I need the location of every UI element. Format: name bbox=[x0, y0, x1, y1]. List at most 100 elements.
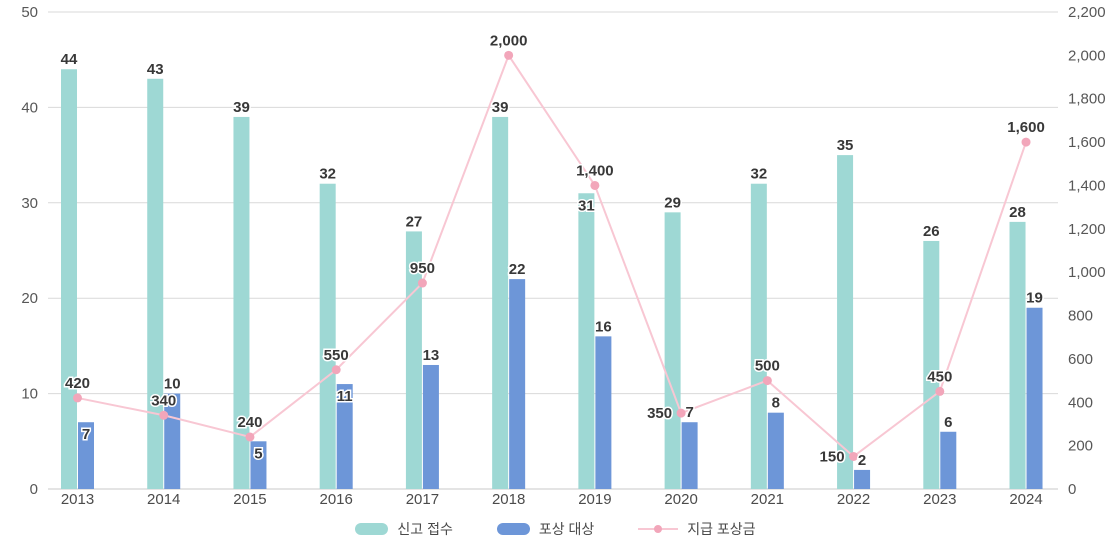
reports-value-label-2022: 35 bbox=[837, 137, 854, 154]
reward-targets-value-label-2018: 22 bbox=[509, 261, 526, 278]
payout-point-2018 bbox=[504, 50, 514, 60]
payout-line bbox=[77, 53, 1027, 458]
reports-value-label-2017: 27 bbox=[406, 213, 423, 230]
payout-value-label-2016: 550 bbox=[324, 347, 349, 364]
x-axis-label-2016: 2016 bbox=[320, 491, 353, 508]
x-axis-label-2014: 2014 bbox=[147, 491, 180, 508]
reward-targets-value-label-2022: 2 bbox=[858, 452, 866, 469]
x-axis-label-2013: 2013 bbox=[61, 491, 94, 508]
payout-point-2019 bbox=[590, 180, 600, 190]
dual-axis-bar-line-chart: 0102030405002004006008001,0001,2001,4001… bbox=[21, 4, 1106, 508]
reward-targets-value-label-2013: 7 bbox=[82, 426, 90, 443]
payout-point-2014 bbox=[159, 410, 169, 420]
payout-value-label-2020: 350 bbox=[647, 405, 672, 422]
y-axis-right-tick-label: 800 bbox=[1068, 308, 1093, 325]
y-axis-right-tick-label: 1,400 bbox=[1068, 177, 1106, 194]
reward-targets-bar-2018 bbox=[509, 279, 526, 489]
reward-targets-bar-2013 bbox=[78, 422, 94, 489]
reward-targets-bar-2024 bbox=[1026, 307, 1043, 489]
reward-targets-value-label-2015: 5 bbox=[254, 445, 262, 462]
reports-value-label-2024: 28 bbox=[1009, 204, 1026, 221]
y-axis-right-tick-label: 2,200 bbox=[1068, 4, 1106, 21]
payout-line-swatch-icon bbox=[638, 524, 679, 534]
reward-targets-value-label-2014: 10 bbox=[164, 376, 181, 393]
reward-targets-value-label-2021: 8 bbox=[772, 395, 780, 412]
reward-targets-value-label-2017: 13 bbox=[423, 347, 440, 364]
reports-value-label-2016: 32 bbox=[319, 166, 336, 183]
legend-label-reward-targets: 포상 대상 bbox=[538, 521, 595, 537]
reports-value-label-2019: 31 bbox=[578, 197, 595, 214]
reward-targets-bar-2022 bbox=[854, 469, 871, 489]
payout-point-2013 bbox=[73, 393, 82, 403]
payout-point-2015 bbox=[245, 432, 255, 442]
y-axis-right-tick-label: 1,200 bbox=[1068, 221, 1106, 238]
y-axis-right-tick-label: 1,000 bbox=[1068, 264, 1106, 281]
reports-bar-2016 bbox=[319, 183, 336, 489]
y-axis-left-tick-label: 10 bbox=[21, 386, 38, 403]
reports-value-label-2018: 39 bbox=[492, 99, 509, 116]
payout-value-label-2024: 1,600 bbox=[1007, 119, 1045, 136]
reports-value-label-2015: 39 bbox=[233, 99, 250, 116]
x-axis-label-2015: 2015 bbox=[233, 491, 266, 508]
reports-bar-2015 bbox=[233, 116, 250, 489]
x-axis-label-2020: 2020 bbox=[664, 491, 697, 508]
payout-point-2016 bbox=[331, 365, 341, 375]
reports-bar-2023 bbox=[923, 240, 940, 489]
x-axis-label-2017: 2017 bbox=[406, 491, 439, 508]
y-axis-right-tick-label: 1,800 bbox=[1068, 91, 1106, 108]
payout-value-label-2019: 1,400 bbox=[576, 162, 614, 179]
reports-bar-2020 bbox=[664, 212, 681, 489]
x-axis-label-2019: 2019 bbox=[578, 491, 611, 508]
reports-bar-swatch-icon bbox=[355, 523, 389, 535]
reward-targets-value-label-2019: 16 bbox=[595, 318, 612, 335]
payout-value-label-2022: 150 bbox=[820, 448, 845, 465]
reports-bar-2021 bbox=[750, 183, 767, 489]
x-axis-label-2024: 2024 bbox=[1009, 491, 1042, 508]
legend-item-reward-targets[interactable]: 포상 대상 bbox=[496, 519, 595, 539]
reward-targets-value-label-2020: 7 bbox=[685, 404, 693, 421]
reports-value-label-2014: 43 bbox=[147, 61, 164, 78]
y-axis-right-tick-label: 2,000 bbox=[1068, 47, 1106, 64]
reports-bar-2022 bbox=[837, 155, 854, 489]
x-axis-label-2023: 2023 bbox=[923, 491, 956, 508]
reports-bar-2014 bbox=[147, 78, 164, 489]
payout-value-label-2014: 340 bbox=[151, 392, 176, 409]
y-axis-left-tick-label: 40 bbox=[21, 99, 38, 116]
y-axis-right-tick-label: 1,600 bbox=[1068, 134, 1106, 151]
legend-item-payout[interactable]: 지급 포상금 bbox=[638, 519, 756, 539]
reward-targets-bar-2019 bbox=[595, 336, 612, 489]
y-axis-left-tick-label: 50 bbox=[21, 4, 38, 21]
reward-targets-value-label-2016: 11 bbox=[337, 388, 353, 405]
reward-targets-bar-2023 bbox=[940, 431, 957, 489]
payout-point-2022 bbox=[849, 451, 859, 461]
x-axis-label-2022: 2022 bbox=[837, 491, 870, 508]
legend-item-reports[interactable]: 신고 접수 bbox=[355, 519, 453, 539]
payout-value-label-2017: 950 bbox=[410, 260, 435, 277]
chart-legend: 신고 접수 포상 대상 지급 포상금 bbox=[0, 514, 1111, 544]
payout-point-2021 bbox=[762, 376, 772, 386]
reward-targets-bar-2017 bbox=[422, 364, 439, 489]
payout-value-label-2018: 2,000 bbox=[490, 32, 528, 49]
y-axis-right-tick-label: 400 bbox=[1068, 394, 1093, 411]
reports-bar-2013 bbox=[61, 69, 77, 490]
reward-targets-bar-swatch-icon bbox=[496, 523, 530, 535]
reward-targets-value-label-2023: 6 bbox=[944, 414, 952, 431]
payout-value-label-2015: 240 bbox=[237, 414, 262, 431]
reports-value-label-2013: 44 bbox=[61, 51, 78, 68]
payout-point-2023 bbox=[935, 386, 945, 396]
payout-point-2020 bbox=[676, 408, 686, 418]
reports-bar-2018 bbox=[492, 116, 509, 489]
payout-point-2024 bbox=[1021, 137, 1031, 147]
reports-value-label-2021: 32 bbox=[750, 166, 767, 183]
x-axis-label-2018: 2018 bbox=[492, 491, 525, 508]
reward-targets-bar-2021 bbox=[767, 412, 784, 489]
x-axis-label-2021: 2021 bbox=[751, 491, 784, 508]
reports-value-label-2023: 26 bbox=[923, 223, 940, 240]
y-axis-right-tick-label: 200 bbox=[1068, 438, 1093, 455]
payout-value-label-2013: 420 bbox=[65, 375, 90, 392]
payout-value-label-2021: 500 bbox=[755, 358, 780, 375]
reward-targets-bar-2020 bbox=[681, 422, 698, 489]
y-axis-left-tick-label: 20 bbox=[21, 290, 38, 307]
y-axis-left-tick-label: 30 bbox=[21, 195, 38, 212]
